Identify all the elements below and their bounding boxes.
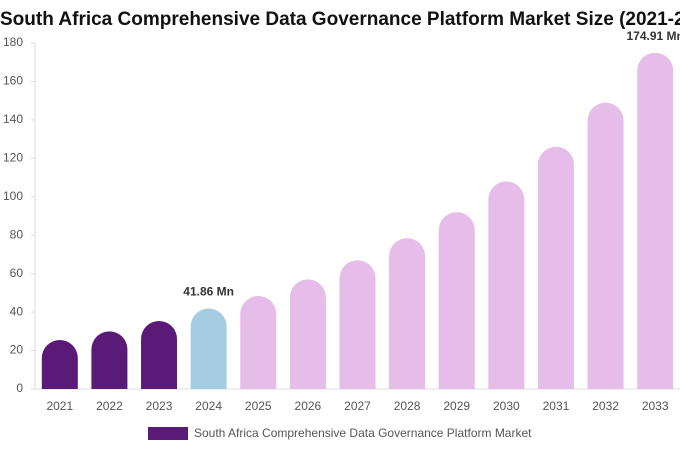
y-tick-label: 80 (10, 227, 24, 241)
x-tick-label: 2025 (245, 399, 272, 413)
bar (537, 146, 574, 389)
data-label: 174.91 Mn (627, 29, 680, 43)
bar (141, 320, 178, 389)
x-tick-label: 2022 (96, 399, 123, 413)
data-label: 41.86 Mn (183, 285, 234, 299)
bar (389, 238, 426, 389)
x-tick-label: 2026 (295, 399, 322, 413)
x-tick-label: 2028 (394, 399, 421, 413)
legend-label: South Africa Comprehensive Data Governan… (194, 426, 532, 440)
bar (637, 52, 674, 389)
bar (438, 212, 475, 389)
y-tick-label: 100 (3, 189, 23, 203)
x-tick-label: 2023 (146, 399, 173, 413)
y-tick-label: 0 (16, 381, 23, 395)
x-tick-label: 2024 (195, 399, 222, 413)
y-tick-label: 40 (10, 304, 24, 318)
bar (339, 260, 376, 389)
bar (240, 295, 277, 389)
y-tick-label: 60 (10, 266, 24, 280)
legend-swatch (148, 427, 188, 440)
y-tick-label: 140 (3, 112, 23, 126)
bar (587, 102, 624, 389)
bar (488, 181, 525, 389)
x-tick-label: 2021 (46, 399, 73, 413)
x-tick-label: 2029 (443, 399, 470, 413)
x-tick-label: 2032 (592, 399, 619, 413)
bar (289, 279, 326, 389)
y-tick-label: 180 (3, 35, 23, 49)
chart-title: South Africa Comprehensive Data Governan… (0, 9, 680, 30)
x-tick-label: 2027 (344, 399, 371, 413)
bar (41, 339, 78, 389)
bar (190, 308, 227, 389)
x-tick-label: 2031 (543, 399, 570, 413)
y-tick-label: 120 (3, 151, 23, 165)
x-tick-label: 2033 (642, 399, 669, 413)
y-tick-label: 160 (3, 74, 23, 88)
x-tick-label: 2030 (493, 399, 520, 413)
bar (91, 331, 128, 389)
y-tick-label: 20 (10, 343, 24, 357)
